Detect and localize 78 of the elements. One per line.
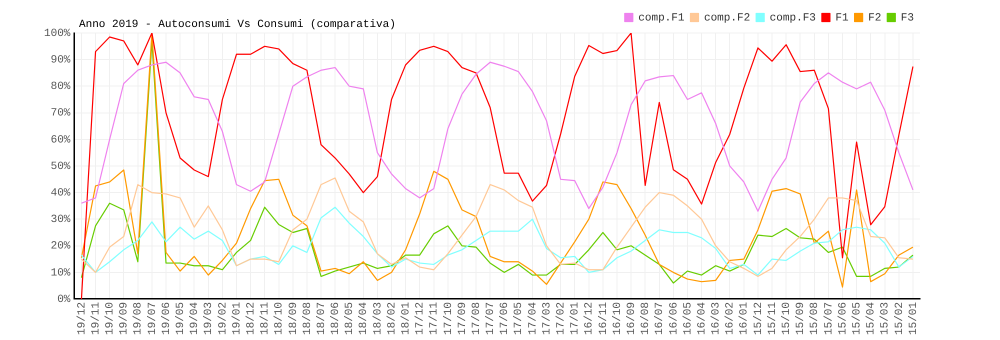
x-tick-label: 17/09: [456, 302, 469, 336]
x-tick-label: 18/01: [400, 302, 412, 336]
x-tick-label: 19/09: [118, 302, 131, 336]
x-tick-label: 18/07: [316, 302, 328, 336]
legend-label: comp.F3: [770, 12, 816, 24]
x-tick-label: 15/03: [880, 302, 892, 336]
x-tick-label: 16/02: [724, 302, 737, 336]
x-tick-label: 18/11: [260, 302, 272, 336]
y-tick-label: 60%: [50, 134, 71, 146]
chart-title: Anno 2019 - Autoconsumi Vs Consumi (comparativa): [79, 19, 396, 31]
x-tick-label: 19/11: [90, 302, 102, 336]
x-tick-label: 19/10: [104, 302, 117, 336]
x-tick-label: 18/08: [302, 302, 314, 336]
x-tick-label: 17/10: [442, 302, 455, 336]
y-tick-label: 10%: [50, 267, 71, 280]
legend-label: F2: [868, 12, 882, 24]
x-tick-label: 16/06: [668, 302, 680, 336]
x-tick-label: 15/12: [752, 302, 765, 336]
x-tick-label: 19/07: [146, 302, 159, 336]
x-tick-label: 17/02: [556, 302, 568, 336]
x-tick-label: 17/05: [513, 302, 526, 336]
x-tick-label: 16/09: [626, 302, 638, 336]
legend-label: F1: [835, 12, 849, 24]
y-tick-label: 80%: [50, 81, 71, 94]
x-tick-label: 15/05: [851, 302, 864, 336]
x-tick-label: 19/01: [231, 302, 244, 336]
x-tick-label: 15/08: [809, 302, 822, 336]
legend-label: F3: [900, 12, 914, 24]
x-tick-label: 19/03: [203, 302, 216, 336]
x-tick-label: 16/03: [710, 302, 723, 336]
x-tick-label: 16/07: [654, 302, 666, 336]
x-tick-label: 17/04: [527, 302, 540, 336]
x-tick-label: 17/12: [414, 302, 427, 336]
x-tick-label: 15/10: [781, 302, 794, 336]
x-tick-label: 19/05: [175, 302, 188, 336]
x-tick-label: 17/06: [499, 302, 512, 336]
y-tick-label: 40%: [50, 188, 71, 200]
x-tick-label: 15/06: [837, 302, 850, 336]
x-tick-label: 18/05: [344, 302, 356, 336]
x-tick-label: 16/01: [738, 302, 751, 336]
x-tick-label: 18/10: [274, 302, 286, 336]
x-tick-label: 16/04: [696, 302, 708, 336]
x-tick-label: 18/12: [245, 302, 258, 336]
y-tick-label: 70%: [50, 108, 71, 120]
x-tick-label: 17/07: [485, 302, 498, 336]
x-tick-label: 16/12: [584, 302, 596, 336]
x-tick-label: 15/09: [795, 302, 808, 336]
x-tick-label: 19/02: [217, 302, 230, 336]
x-tick-label: 16/05: [682, 302, 694, 336]
x-tick-label: 16/11: [598, 302, 610, 336]
x-tick-label: 18/02: [386, 302, 398, 336]
x-tick-label: 19/12: [76, 302, 88, 336]
x-tick-label: 15/07: [823, 302, 836, 336]
x-tick-label: 16/08: [640, 302, 652, 336]
y-tick-label: 30%: [50, 214, 71, 226]
x-tick-label: 17/11: [428, 302, 441, 336]
x-tick-label: 19/08: [132, 302, 145, 336]
x-tick-label: 15/02: [894, 302, 906, 336]
legend-label: comp.F1: [638, 12, 685, 24]
x-tick-label: 15/11: [766, 302, 779, 336]
y-tick-label: 100%: [44, 28, 71, 40]
y-tick-label: 50%: [50, 160, 71, 173]
x-tick-label: 18/06: [330, 302, 342, 336]
y-tick-label: 20%: [50, 240, 71, 253]
legend-label: comp.F2: [704, 12, 750, 24]
x-tick-label: 16/10: [612, 302, 624, 336]
x-tick-label: 15/04: [866, 302, 878, 336]
x-tick-label: 18/03: [372, 302, 384, 336]
x-tick-label: 17/08: [470, 302, 483, 336]
y-tick-label: 0%: [57, 294, 71, 306]
x-tick-label: 19/04: [189, 302, 202, 336]
y-tick-label: 90%: [50, 54, 71, 67]
x-tick-label: 19/06: [160, 302, 173, 336]
x-tick-label: 18/09: [288, 302, 300, 336]
x-tick-label: 17/01: [570, 302, 582, 336]
x-tick-label: 18/04: [358, 302, 370, 336]
x-tick-label: 15/01: [908, 302, 920, 336]
x-tick-label: 17/03: [541, 302, 554, 336]
